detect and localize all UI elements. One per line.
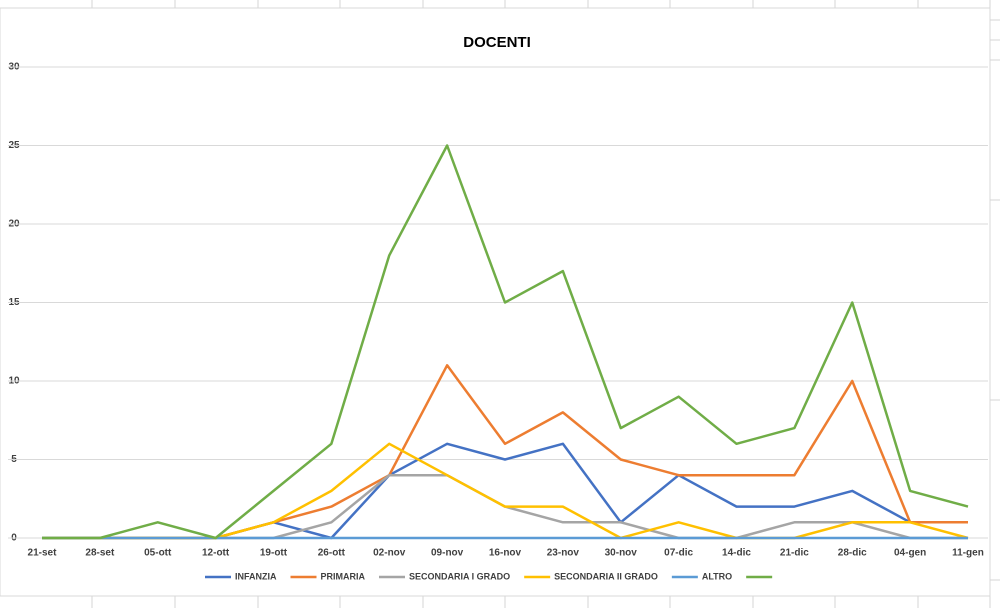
chart-title: DOCENTI: [463, 34, 531, 51]
x-tick-label: 04-gen: [894, 548, 926, 559]
legend-label: INFANZIA: [235, 571, 277, 581]
series-line: [42, 144, 969, 540]
x-tick-label: 14-dic: [722, 548, 751, 559]
x-tick-label: 11-gen: [952, 548, 984, 559]
x-tick-label: 07-dic: [664, 548, 693, 559]
x-tick-label: 21-dic: [780, 548, 809, 559]
x-tick-label: 28-set: [85, 548, 115, 559]
legend-label: ALTRO: [702, 571, 732, 581]
legend-label: SECONDARIA II GRADO: [554, 571, 658, 581]
x-tick-label: 19-ott: [260, 548, 288, 559]
x-tick-label: 21-set: [28, 548, 58, 559]
x-tick-label: 09-nov: [431, 548, 464, 559]
legend-label: PRIMARIA: [321, 571, 366, 581]
x-tick-label: 02-nov: [373, 548, 406, 559]
x-tick-label: 23-nov: [547, 548, 580, 559]
x-tick-label: 28-dic: [838, 548, 867, 559]
x-tick-label: 26-ott: [318, 548, 346, 559]
x-tick-label: 12-ott: [202, 548, 230, 559]
legend-label: SECONDARIA I GRADO: [409, 571, 510, 581]
x-tick-label: 16-nov: [489, 548, 522, 559]
x-tick-label: 05-ott: [144, 548, 172, 559]
x-tick-label: 30-nov: [605, 548, 638, 559]
